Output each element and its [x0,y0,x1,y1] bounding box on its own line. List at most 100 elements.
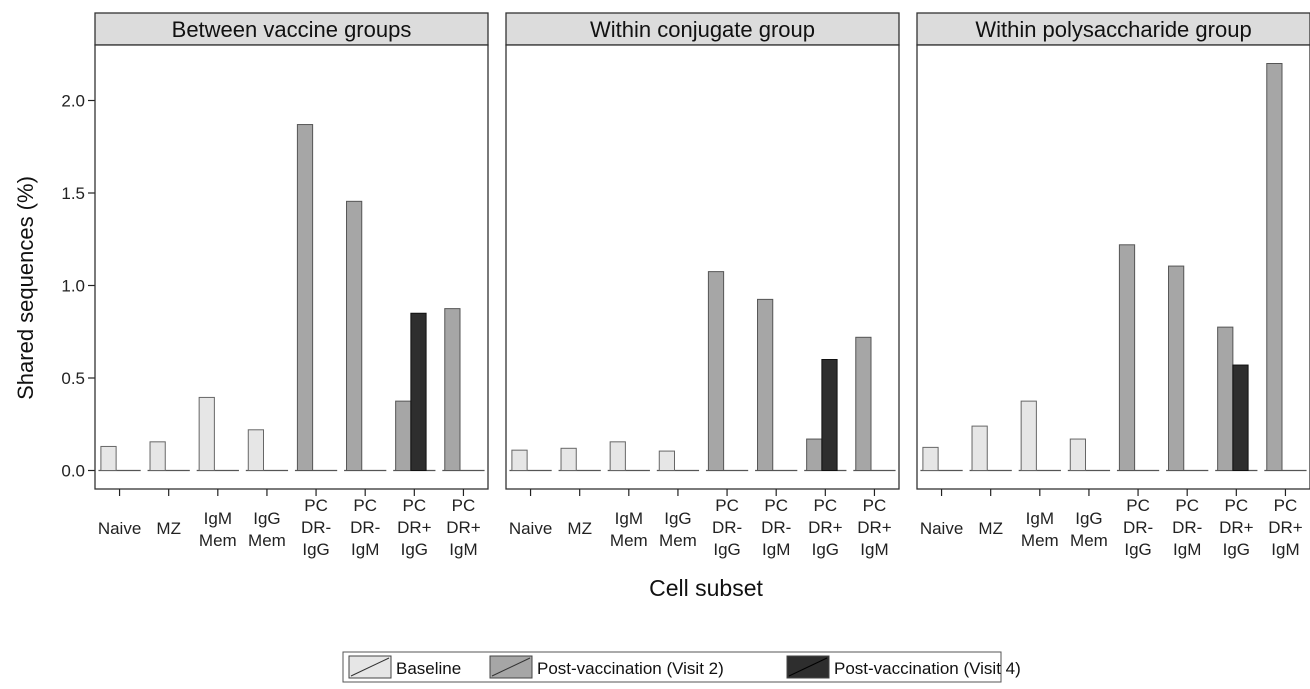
x-tick-label: Naive [98,519,141,538]
x-tick-label: PC [764,496,788,515]
bar-visit2 [1118,244,1136,471]
x-tick-label: IgG [1124,540,1151,559]
legend-swatch-slash [350,657,390,677]
bar-baseline [1020,400,1037,471]
x-tick-label: IgM [860,540,888,559]
legend-label: Post-vaccination (Visit 4) [834,659,1021,678]
x-tick-label: MZ [567,519,592,538]
y-axis-title: Shared sequences (%) [13,176,38,400]
y-tick-label: 0.5 [61,369,85,388]
x-tick-label: PC [403,496,427,515]
bar-visit2 [395,400,412,471]
legend-label: Baseline [396,659,461,678]
bar-visit4 [410,312,427,471]
panel-2: Within conjugate group Naive MZ IgM Mem IgG Me… [505,12,900,559]
bar-visit2 [1266,63,1283,471]
y-tick-label: 0.0 [61,462,85,481]
panel-3: Within polysaccharide group Naive MZ IgM Mem… [916,12,1310,559]
bar-visit2 [757,298,774,471]
panel-1: Between vaccine groups Naive MZ IgM Mem IgG Me… [94,12,489,559]
bar-visit2 [707,271,725,471]
x-tick-label: DR- [1172,518,1202,537]
bar-baseline [247,429,264,471]
legend-box [342,651,1002,683]
x-tick-label: DR- [301,518,331,537]
bar-visit2 [444,308,461,471]
x-tick-label: IgG [253,509,280,528]
x-tick-label: MZ [978,519,1003,538]
bar-baseline [609,441,626,472]
x-tick-label: DR+ [446,518,481,537]
x-tick-label: IgM [615,509,643,528]
x-tick-label: DR+ [1219,518,1254,537]
x-tick-label: Mem [1070,531,1108,550]
legend-item: Post-vaccination (Visit 4) [786,655,1021,679]
x-tick-label: IgG [713,540,740,559]
x-tick-label: IgG [401,540,428,559]
bar-baseline [971,425,988,472]
bar-visit2 [346,200,363,471]
x-tick-label: Mem [199,531,237,550]
x-tick-label: PC [1274,496,1298,515]
x-tick-label: PC [863,496,887,515]
bar-baseline [511,449,528,471]
legend: Baseline Post-vaccination (Visit 2) Post-v… [342,651,1021,683]
x-tick-label: DR- [1123,518,1153,537]
bar-visit2 [1168,265,1185,472]
x-tick-label: IgM [1271,540,1299,559]
x-tick-label: IgM [204,509,232,528]
x-tick-label: IgG [1223,540,1250,559]
x-tick-label: DR+ [1268,518,1303,537]
bar-baseline [560,447,577,471]
bar-visit2 [296,124,314,472]
x-tick-label: IgG [812,540,839,559]
panel-frame [505,44,900,490]
x-tick-label: PC [304,496,328,515]
x-tick-label: IgM [1173,540,1201,559]
legend-label: Post-vaccination (Visit 2) [537,659,724,678]
y-tick-label: 1.0 [61,277,85,296]
panel-frame [94,44,489,490]
bar-visit2 [1217,326,1234,471]
x-tick-label: Mem [1021,531,1059,550]
x-tick-label: PC [814,496,838,515]
x-tick-label: PC [452,496,476,515]
x-tick-label: DR+ [397,518,432,537]
bar-baseline [922,446,939,471]
panel-title: Within polysaccharide group [975,17,1251,42]
x-tick-label: IgM [449,540,477,559]
x-tick-label: IgM [1026,509,1054,528]
x-tick-label: Mem [248,531,286,550]
x-axis-title: Cell subset [649,575,763,601]
x-tick-label: Mem [659,531,697,550]
bar-baseline [658,450,675,472]
x-tick-label: Mem [610,531,648,550]
x-tick-label: IgG [1075,509,1102,528]
x-tick-label: Naive [920,519,963,538]
x-tick-label: PC [715,496,739,515]
legend-swatch-slash [788,657,828,677]
legend-item: Post-vaccination (Visit 2) [489,655,724,679]
x-tick-label: PC [1126,496,1150,515]
bar-baseline [1069,438,1086,471]
bar-visit4 [821,359,838,471]
x-tick-label: IgG [664,509,691,528]
x-tick-label: DR- [712,518,742,537]
bar-visit4 [1232,364,1249,471]
legend-item: Baseline [348,655,461,679]
panel-title: Between vaccine groups [172,17,412,42]
panel-frame [916,44,1310,490]
bar-baseline [100,445,117,472]
x-tick-label: PC [1225,496,1249,515]
x-tick-label: IgM [351,540,379,559]
bar-baseline [149,441,166,472]
bar-visit2 [806,438,823,471]
panel-strip [94,12,489,46]
x-tick-label: MZ [156,519,181,538]
x-tick-label: PC [1175,496,1199,515]
x-tick-label: PC [353,496,377,515]
bar-visit2 [855,336,872,471]
x-tick-label: DR+ [808,518,843,537]
